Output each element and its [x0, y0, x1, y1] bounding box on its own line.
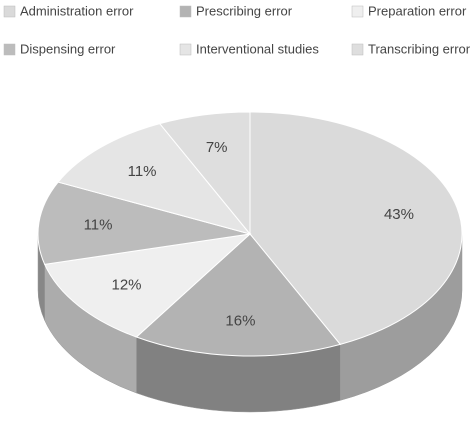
slice: [158, 111, 251, 236]
data-label: 43%: [384, 206, 414, 223]
data-label: 7%: [206, 139, 228, 156]
data-label: 11%: [84, 217, 113, 234]
slice: [37, 181, 251, 265]
legend-swatch: [351, 5, 364, 18]
slice: [249, 111, 463, 345]
slice: [57, 123, 252, 235]
data-label: 12%: [111, 277, 141, 294]
slice: [135, 233, 342, 357]
legend-swatch: [179, 5, 192, 18]
legend-label: Administration error: [20, 3, 134, 18]
legend-swatch: [3, 43, 16, 56]
legend-label: Transcribing error: [368, 41, 471, 56]
legend-swatch: [3, 5, 16, 18]
legend-swatch: [351, 43, 364, 56]
legend-swatch: [179, 43, 192, 56]
data-label: 16%: [225, 313, 255, 330]
legend-label: Dispensing error: [20, 41, 116, 56]
data-label: 11%: [128, 163, 157, 180]
legend-label: Interventional studies: [196, 41, 319, 56]
slice: [43, 233, 252, 338]
legend-label: Prescribing error: [196, 3, 293, 18]
legend-label: Preparation error: [368, 3, 467, 18]
